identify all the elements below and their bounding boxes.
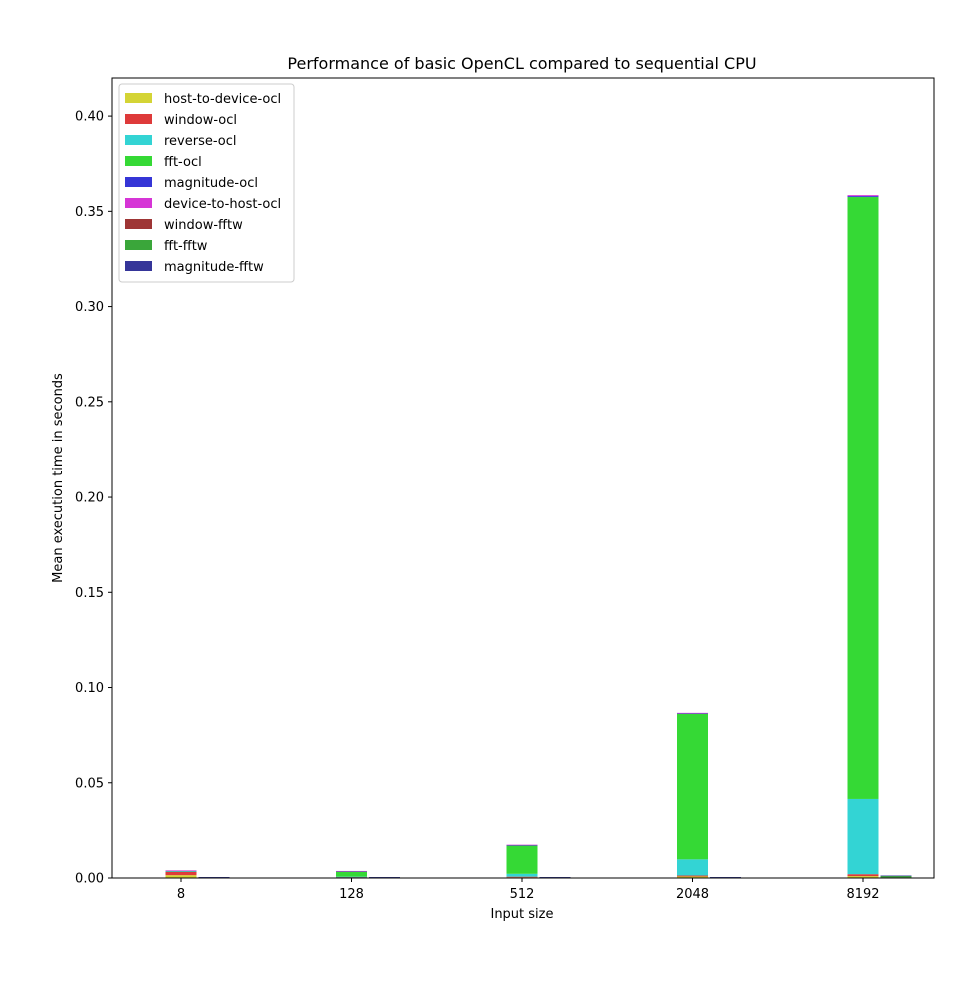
bar-device-to-host-ocl-2048 [677, 712, 708, 714]
y-axis: 0.00 0.05 0.10 0.15 0.20 0.25 0.30 0.35 0.40 [75, 110, 112, 887]
bar-fft-ocl-8192 [847, 197, 879, 799]
legend-label-magnitude-ocl: magnitude-ocl [164, 176, 258, 191]
y-tick-label: 0.10 [75, 681, 104, 696]
bar-host-to-device-ocl-8 [165, 875, 197, 878]
legend-swatch-magnitude-fftw [125, 261, 152, 271]
y-tick-label: 0.25 [75, 395, 104, 410]
x-tick-label: 2048 [676, 887, 709, 902]
bar-magnitude-fftw-2048 [710, 877, 741, 878]
legend-label-host-to-device-ocl: host-to-device-ocl [164, 92, 281, 107]
bar-magnitude-ocl-2048 [677, 713, 708, 714]
x-tick-label: 512 [510, 887, 535, 902]
x-tick-label: 128 [339, 887, 364, 902]
bar-magnitude-fftw-512 [539, 877, 571, 878]
bar-device-to-host-ocl-8 [165, 870, 197, 871]
y-tick-label: 0.15 [75, 586, 104, 601]
legend-swatch-device-to-host-ocl [125, 198, 152, 208]
legend-label-window-ocl: window-ocl [164, 113, 237, 128]
y-tick-label: 0.20 [75, 491, 104, 506]
x-axis-label: Input size [490, 907, 553, 922]
legend-label-window-fftw: window-fftw [164, 218, 243, 233]
legend-swatch-magnitude-ocl [125, 177, 152, 187]
bar-reverse-ocl-2048 [677, 859, 708, 876]
bar-window-ocl-2048 [677, 875, 708, 877]
bar-device-to-host-ocl-512 [506, 844, 538, 846]
bar-host-to-device-ocl-8192 [847, 876, 879, 878]
bar-magnitude-fftw-8192 [880, 875, 912, 877]
x-axis: 8 128 512 2048 8192 [177, 878, 880, 902]
legend-swatch-window-fftw [125, 219, 152, 229]
bar-device-to-host-ocl-8192 [847, 195, 879, 197]
legend-label-reverse-ocl: reverse-ocl [164, 134, 237, 149]
x-tick-label: 8192 [846, 887, 879, 902]
y-tick-label: 0.00 [75, 872, 104, 887]
bar-fft-fftw-8192 [880, 875, 912, 878]
legend-label-fft-ocl: fft-ocl [164, 155, 202, 170]
x-tick-label: 8 [177, 887, 185, 902]
y-axis-label: Mean execution time in seconds [51, 373, 66, 583]
legend-swatch-reverse-ocl [125, 135, 152, 145]
bar-window-ocl-128 [336, 877, 367, 878]
y-tick-label: 0.30 [75, 300, 104, 315]
bar-reverse-ocl-512 [506, 873, 538, 877]
bar-reverse-ocl-128 [336, 876, 367, 878]
legend-label-magnitude-fftw: magnitude-fftw [164, 260, 264, 275]
chart-title: Performance of basic OpenCL compared to … [287, 54, 756, 73]
bar-magnitude-ocl-512 [506, 845, 538, 846]
bar-fft-ocl-128 [336, 871, 367, 877]
bar-window-ocl-8192 [847, 874, 879, 877]
legend-label-device-to-host-ocl: device-to-host-ocl [164, 197, 281, 212]
bar-fft-ocl-512 [506, 845, 538, 874]
bar-window-ocl-512 [506, 876, 538, 878]
bar-device-to-host-ocl-128 [336, 870, 367, 872]
bars-group [165, 195, 912, 879]
legend-swatch-fft-fftw [125, 240, 152, 250]
legend: host-to-device-ocl window-ocl reverse-ocl f… [118, 83, 295, 283]
bar-magnitude-fftw-128 [369, 877, 400, 878]
bar-fft-ocl-2048 [677, 713, 708, 860]
legend-label-fft-fftw: fft-fftw [164, 239, 208, 254]
legend-swatch-window-ocl [125, 114, 152, 124]
y-tick-label: 0.35 [75, 205, 104, 220]
bar-magnitude-ocl-8192 [847, 196, 879, 198]
bar-host-to-device-ocl-2048 [677, 876, 708, 878]
plot-frame [111, 77, 935, 879]
bar-window-ocl-8 [165, 871, 197, 876]
legend-swatch-host-to-device-ocl [125, 93, 152, 103]
y-tick-label: 0.05 [75, 776, 104, 791]
bar-reverse-ocl-8192 [847, 798, 879, 875]
legend-swatch-fft-ocl [125, 156, 152, 166]
bar-magnitude-fftw-8 [198, 877, 230, 878]
legend-box [118, 83, 295, 283]
bar-reverse-ocl-8 [165, 871, 197, 872]
y-tick-label: 0.40 [75, 110, 104, 125]
